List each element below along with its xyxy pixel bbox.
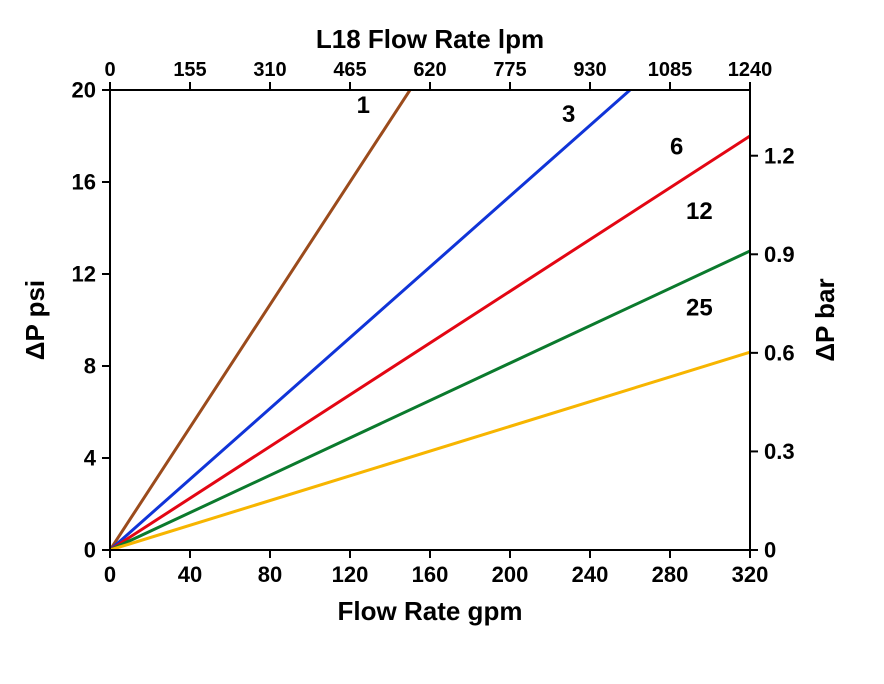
x-top-tick-label: 310: [253, 59, 286, 81]
x-top-tick-label: 620: [413, 59, 446, 81]
x-top-tick-label: 1240: [728, 59, 773, 81]
x-bottom-tick-label: 160: [412, 562, 449, 587]
x-bottom-tick-label: 280: [652, 562, 689, 587]
y-right-tick-label: 1.2: [764, 143, 795, 168]
series-label-6: 6: [670, 133, 683, 160]
x-bottom-tick-label: 80: [258, 562, 282, 587]
y-left-axis-title: ΔP psi: [20, 280, 50, 360]
x-bottom-tick-label: 320: [732, 562, 769, 587]
x-top-tick-label: 0: [104, 59, 115, 81]
x-bottom-tick-label: 0: [104, 562, 116, 587]
series-label-25: 25: [686, 294, 713, 321]
flow-rate-chart: 04080120160200240280320Flow Rate gpm0155…: [0, 0, 884, 684]
y-left-tick-label: 4: [84, 446, 97, 471]
x-top-tick-label: 1085: [648, 59, 693, 81]
x-bottom-tick-label: 200: [492, 562, 529, 587]
x-top-tick-label: 465: [333, 59, 366, 81]
x-top-axis-title: L18 Flow Rate lpm: [316, 24, 544, 54]
x-bottom-tick-label: 240: [572, 562, 609, 587]
y-left-tick-label: 12: [72, 262, 96, 287]
series-label-12: 12: [686, 198, 713, 225]
x-bottom-axis-title: Flow Rate gpm: [338, 596, 523, 626]
x-top-tick-label: 775: [493, 59, 526, 81]
y-right-tick-label: 0.3: [764, 439, 795, 464]
y-left-tick-label: 16: [72, 170, 96, 195]
x-bottom-tick-label: 40: [178, 562, 202, 587]
y-right-axis-title: ΔP bar: [810, 278, 840, 361]
series-label-3: 3: [562, 101, 575, 128]
y-left-tick-label: 8: [84, 354, 96, 379]
chart-container: 04080120160200240280320Flow Rate gpm0155…: [0, 0, 884, 684]
y-left-tick-label: 0: [84, 538, 96, 563]
x-bottom-tick-label: 120: [332, 562, 369, 587]
y-left-tick-label: 20: [72, 78, 96, 103]
y-right-tick-label: 0: [764, 538, 776, 563]
x-top-tick-label: 930: [573, 59, 606, 81]
y-right-tick-label: 0.9: [764, 242, 795, 267]
x-top-tick-label: 155: [173, 59, 206, 81]
y-right-tick-label: 0.6: [764, 341, 795, 366]
series-label-1: 1: [357, 92, 370, 119]
